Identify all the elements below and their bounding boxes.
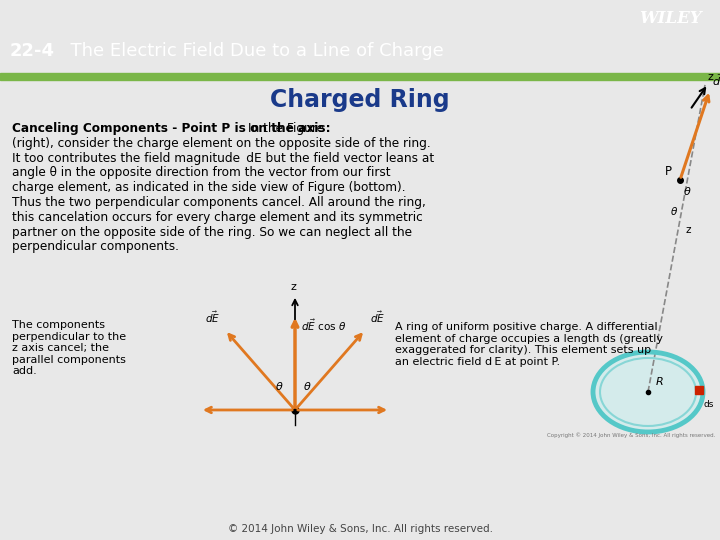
Text: $\theta$: $\theta$ — [683, 185, 692, 197]
Text: partner on the opposite side of the ring. So we can neglect all the: partner on the opposite side of the ring… — [12, 226, 412, 239]
Text: In the Figure: In the Figure — [244, 122, 324, 135]
Bar — [0, 73, 720, 80]
Text: $\theta$: $\theta$ — [670, 205, 678, 217]
Text: P: P — [665, 165, 672, 178]
Text: $\vec{dL}$: $\vec{dL}$ — [712, 72, 720, 88]
Text: Thus the two perpendicular components cancel. All around the ring,: Thus the two perpendicular components ca… — [12, 196, 426, 209]
Text: It too contributes the field magnitude  dE but the field vector leans at: It too contributes the field magnitude d… — [12, 152, 434, 165]
Text: Canceling Components - Point P is on the axis:: Canceling Components - Point P is on the… — [12, 122, 330, 135]
Text: perpendicular components.: perpendicular components. — [12, 240, 179, 253]
Text: this cancelation occurs for every charge element and its symmetric: this cancelation occurs for every charge… — [12, 211, 423, 224]
Text: R: R — [656, 377, 664, 387]
Text: The components
perpendicular to the
z axis cancel; the
parallel components
add.: The components perpendicular to the z ax… — [12, 320, 126, 376]
Text: $\theta$: $\theta$ — [303, 380, 312, 392]
Text: The Electric Field Due to a Line of Charge: The Electric Field Due to a Line of Char… — [59, 42, 444, 60]
Text: z: z — [290, 282, 296, 292]
Text: 22-4: 22-4 — [9, 42, 55, 60]
Ellipse shape — [593, 352, 703, 432]
Text: Charged Ring: Charged Ring — [270, 88, 450, 112]
Text: ds: ds — [704, 400, 714, 409]
Text: z: z — [685, 225, 690, 235]
Text: angle θ in the opposite direction from the vector from our first: angle θ in the opposite direction from t… — [12, 166, 390, 179]
Text: $\vec{dE}$: $\vec{dE}$ — [370, 309, 385, 325]
Text: z: z — [707, 72, 713, 82]
Text: $\vec{dE}$: $\vec{dE}$ — [205, 309, 220, 325]
Text: $\theta$: $\theta$ — [275, 380, 284, 392]
Text: charge element, as indicated in the side view of Figure (bottom).: charge element, as indicated in the side… — [12, 181, 405, 194]
Text: © 2014 John Wiley & Sons, Inc. All rights reserved.: © 2014 John Wiley & Sons, Inc. All right… — [228, 524, 492, 534]
Text: WILEY: WILEY — [639, 10, 702, 26]
Text: A ring of uniform positive charge. A differential
element of charge occupies a l: A ring of uniform positive charge. A dif… — [395, 322, 663, 367]
Text: Copyright © 2014 John Wiley & Sons, Inc. All rights reserved.: Copyright © 2014 John Wiley & Sons, Inc.… — [546, 432, 715, 437]
Text: $d\vec{E}$ cos $\theta$: $d\vec{E}$ cos $\theta$ — [301, 317, 346, 333]
Text: (right), consider the charge element on the opposite side of the ring.: (right), consider the charge element on … — [12, 137, 431, 150]
